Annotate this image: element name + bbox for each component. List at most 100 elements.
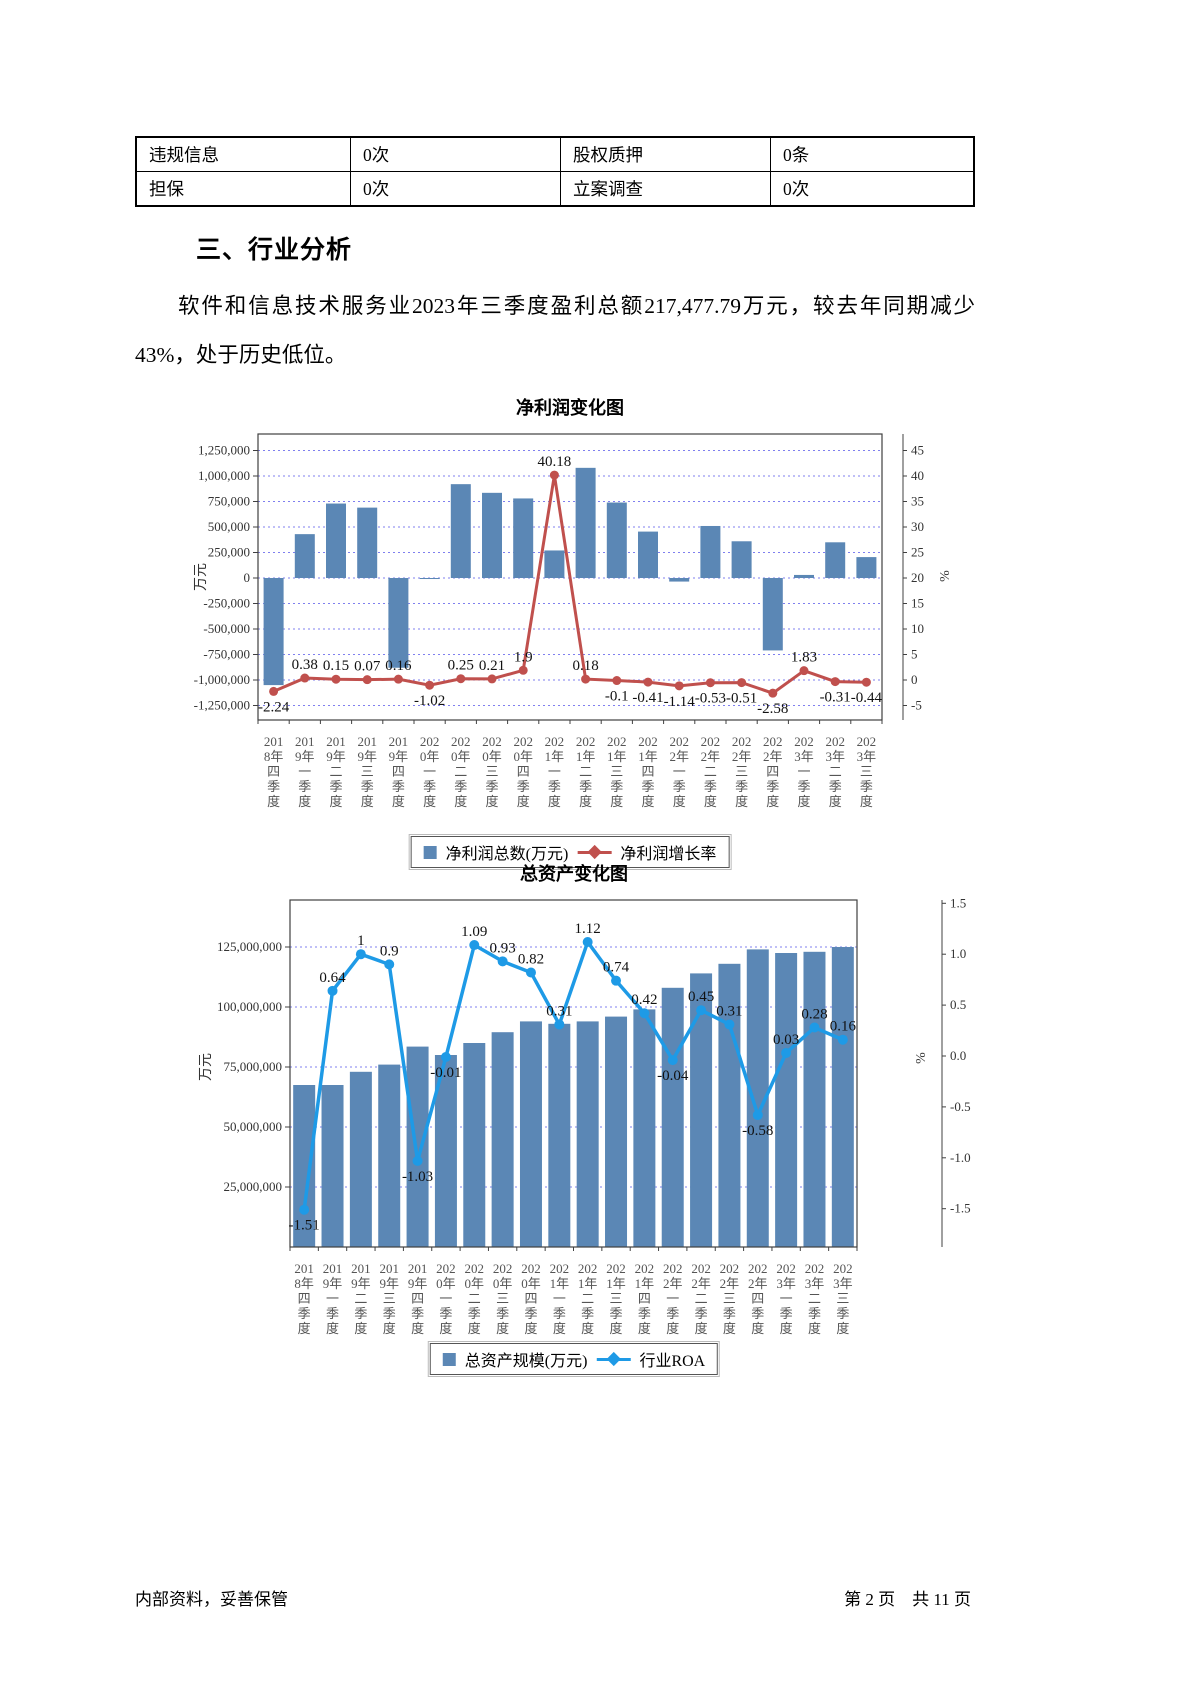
- line-series: -2.24 0.38 0.15 0.07 0.16 -1.02 0.25 0.21 1.9 40.…: [258, 454, 883, 717]
- svg-text:250,000: 250,000: [208, 545, 250, 560]
- svg-text:40: 40: [911, 468, 924, 483]
- gridlines: 125,000,000 100,000,000 75,000,000 50,000,0…: [217, 939, 857, 1194]
- svg-text:-1.5: -1.5: [950, 1201, 971, 1216]
- table-cell: 违规信息: [135, 136, 351, 172]
- svg-text:-0.44: -0.44: [851, 690, 883, 706]
- bar-series: [263, 467, 877, 686]
- x-axis-labels: 201 8年四季度 201 9年一季度 201 9年二季度 201 9年三季度 201 9年四季度…: [294, 1261, 852, 1336]
- svg-text:0.74: 0.74: [603, 960, 630, 976]
- svg-text:1.83: 1.83: [791, 650, 817, 666]
- legend-bar-swatch-icon: [442, 1352, 456, 1366]
- svg-text:0.38: 0.38: [292, 657, 318, 673]
- compliance-summary-table: 违规信息 0次 股权质押 0条 担保 0次 立案调查 0次: [135, 136, 975, 207]
- svg-text:1: 1: [357, 933, 365, 949]
- footer-note: 内部资料，妥善保管: [135, 1590, 288, 1609]
- svg-text:-0.53: -0.53: [695, 691, 726, 707]
- svg-text:-0.04: -0.04: [657, 1068, 689, 1084]
- legend-label: 行业ROA: [639, 1353, 706, 1370]
- svg-text:-500,000: -500,000: [203, 621, 250, 636]
- svg-text:-1.02: -1.02: [414, 693, 445, 709]
- svg-text:0.64: 0.64: [319, 970, 346, 986]
- legend-bar-swatch-icon: [423, 845, 437, 859]
- svg-text:-0.5: -0.5: [950, 1099, 971, 1114]
- svg-text:1.09: 1.09: [461, 924, 487, 940]
- legend-label: 总资产规模(万元): [464, 1353, 588, 1370]
- svg-text:40.18: 40.18: [538, 454, 572, 470]
- svg-text:20: 20: [911, 570, 924, 585]
- svg-text:-1.0: -1.0: [950, 1150, 971, 1165]
- line-series: -1.51 0.64 1 0.9 -1.03 -0.01 1.090.930.82 0.31 1…: [289, 921, 857, 1234]
- total-assets-chart-canvas: 125,000,000100,000,00075,000,00050,000,0…: [199, 895, 971, 1336]
- svg-text:0: 0: [244, 570, 251, 585]
- svg-text:0.5: 0.5: [950, 997, 966, 1012]
- net-profit-chart-canvas: 1,250,000 1,000,000 750,000 500,000 250,000 0…: [194, 433, 953, 809]
- svg-text:5: 5: [911, 647, 918, 662]
- svg-text:1.9: 1.9: [514, 649, 533, 665]
- chart-title: 净利润变化图: [516, 398, 624, 418]
- svg-text:-0.58: -0.58: [742, 1123, 773, 1139]
- svg-text:0: 0: [911, 672, 918, 687]
- legend-label: 净利润增长率: [620, 846, 717, 863]
- svg-text:0.42: 0.42: [631, 992, 657, 1008]
- svg-text:0.0: 0.0: [950, 1048, 966, 1063]
- section-heading: 三、行业分析: [196, 236, 353, 264]
- svg-text:0.25: 0.25: [448, 658, 474, 674]
- svg-text:-1.03: -1.03: [402, 1169, 433, 1185]
- svg-text:-1,000,000: -1,000,000: [194, 672, 250, 687]
- svg-text:-5: -5: [911, 698, 922, 713]
- svg-text:-250,000: -250,000: [203, 596, 250, 611]
- gridlines: 1,250,000 1,000,000 750,000 500,000 250,000 0…: [194, 443, 882, 713]
- svg-text:45: 45: [911, 443, 924, 458]
- svg-text:0.31: 0.31: [716, 1003, 742, 1019]
- svg-text:-2.24: -2.24: [258, 699, 290, 715]
- body-paragraph: 软件和信息技术服务业2023年三季度盈利总额217,477.79万元，较去年同期…: [135, 294, 975, 367]
- table-cell: 担保: [135, 171, 351, 207]
- svg-text:0.45: 0.45: [688, 989, 714, 1005]
- x-axis-labels: 201 8年四季度 201 9年一季度 201 9年二季度 201 9年三季度 201 9年四季度…: [264, 734, 876, 809]
- legend-line-marker-icon: [577, 844, 612, 860]
- svg-text:-1.14: -1.14: [664, 694, 696, 710]
- svg-text:-2.58: -2.58: [757, 701, 788, 717]
- svg-text:2023年三季度: 202 3年三季度: [857, 734, 877, 809]
- svg-text:-0.41: -0.41: [632, 690, 663, 706]
- svg-text:0.16: 0.16: [830, 1019, 857, 1035]
- table-row: 担保 0次 立案调查 0次: [135, 171, 975, 207]
- svg-text:万元: 万元: [194, 563, 209, 591]
- svg-text:0.93: 0.93: [490, 940, 516, 956]
- svg-text:2023年三季度: 202 3年三季度: [833, 1261, 853, 1336]
- total-assets-chart: 125,000,000 100,000,000 75,000,000 50,000,0…: [183, 852, 983, 1377]
- svg-text:30: 30: [911, 519, 924, 534]
- svg-text:25: 25: [911, 545, 924, 560]
- svg-text:0.21: 0.21: [479, 658, 505, 674]
- svg-text:-0.51: -0.51: [726, 691, 757, 707]
- svg-text:万元: 万元: [199, 1053, 214, 1081]
- table-cell: 0次: [350, 171, 561, 207]
- table-cell: 0次: [350, 136, 561, 172]
- svg-text:-0.31: -0.31: [820, 690, 851, 706]
- svg-text:100,000,000: 100,000,000: [217, 999, 282, 1014]
